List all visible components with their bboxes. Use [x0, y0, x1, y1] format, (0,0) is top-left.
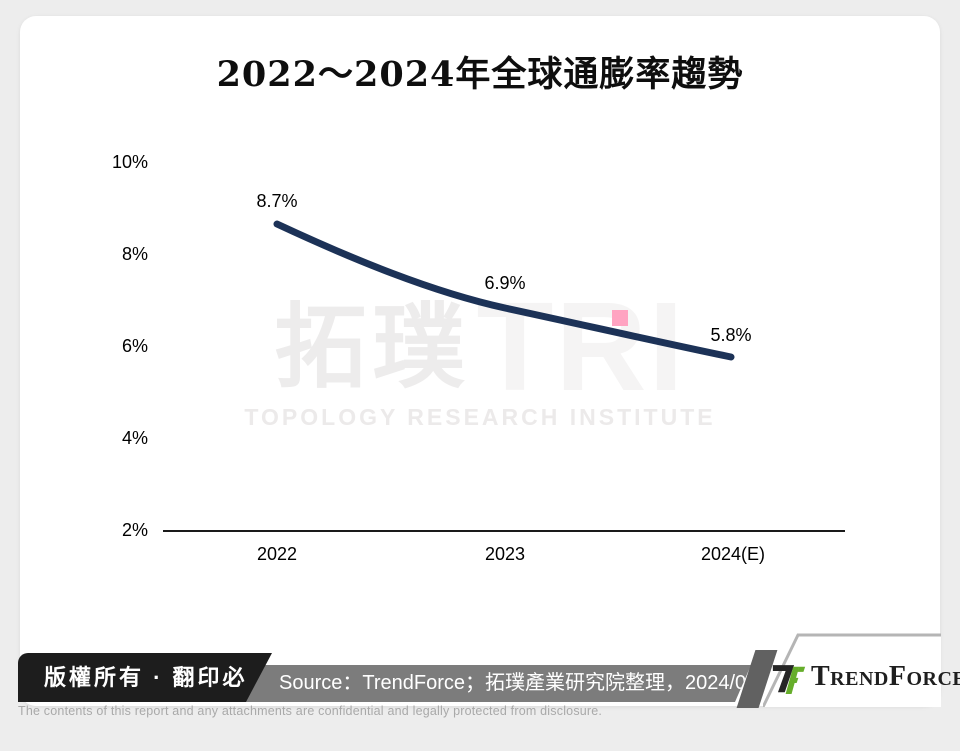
slide-card — [20, 16, 940, 706]
x-tick-2024: 2024(E) — [700, 544, 766, 564]
logo-plate — [763, 633, 941, 707]
chart-title: 2022～2024年全球通膨率趨勢 — [216, 54, 744, 95]
data-label-2023: 6.9% — [484, 273, 526, 293]
data-label-2024: 5.8% — [710, 325, 752, 345]
disclaimer-text: The contents of this report and any atta… — [18, 704, 603, 718]
slide: { "title": "2022～2024年全球通膨率趨勢", "chart_d… — [18, 16, 960, 720]
watermark-tri-logo: TRI — [476, 276, 686, 417]
y-tick-8: 8% — [121, 244, 148, 264]
x-tick-2023: 2023 — [484, 544, 526, 564]
inflation-trend-line — [273, 220, 735, 361]
x-tick-2022: 2022 — [256, 544, 298, 564]
copyright-badge: 版權所有 · 翻印必究 — [18, 653, 272, 702]
y-tick-4: 4% — [121, 428, 148, 448]
watermark-subtitle: TOPOLOGY RESEARCH INSTITUTE — [244, 404, 716, 430]
watermark-cjk-logo: 拓璞 — [274, 293, 471, 401]
source-bar: Source：TrendForce；拓璞產業研究院整理，2024/02 — [235, 665, 751, 702]
y-tick-2: 2% — [121, 520, 148, 540]
trendforce-icon — [772, 665, 806, 694]
x-axis-line — [163, 530, 845, 532]
watermark: 拓璞 TRI TOPOLOGY RESEARCH INSTITUTE — [150, 276, 810, 431]
y-tick-10: 10% — [111, 152, 148, 172]
y-tick-6: 6% — [121, 336, 148, 356]
pink-square-marker — [612, 310, 628, 326]
trendforce-wordmark: TrendForce — [811, 661, 960, 692]
trend-line-chart — [273, 220, 735, 361]
trendforce-logo: TrendForce — [772, 655, 960, 699]
data-label-2022: 8.7% — [256, 191, 298, 211]
